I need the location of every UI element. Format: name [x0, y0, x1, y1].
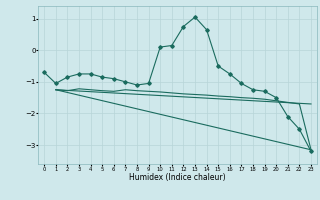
X-axis label: Humidex (Indice chaleur): Humidex (Indice chaleur)	[129, 173, 226, 182]
